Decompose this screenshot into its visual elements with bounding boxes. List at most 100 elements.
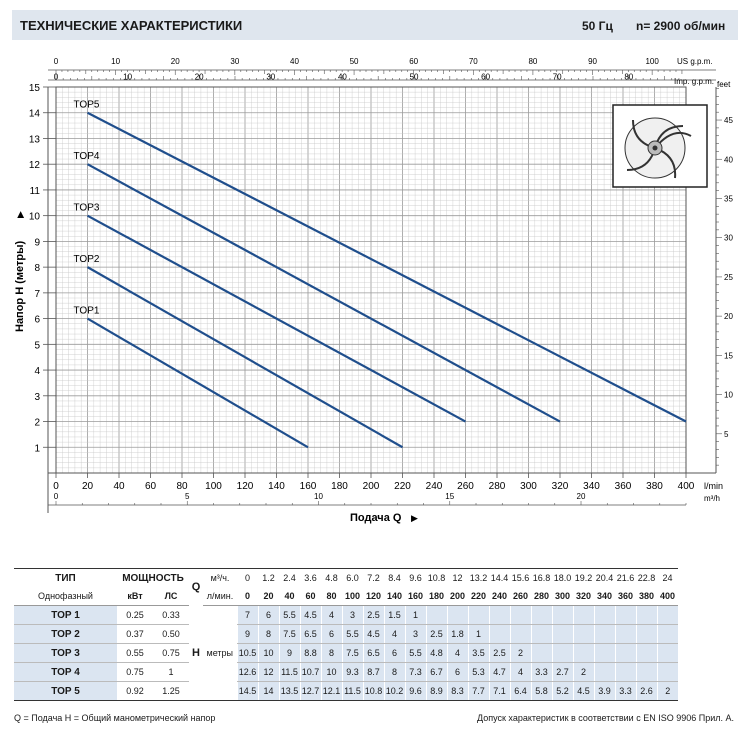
head-value: 11.5 [341, 681, 363, 701]
head-value [488, 605, 510, 625]
head-value: 3.3 [614, 681, 636, 701]
head-value [530, 624, 552, 644]
x-tick-label: 380 [646, 481, 663, 492]
head-value [446, 605, 468, 625]
x-tick-label: 60 [145, 481, 157, 492]
us-gpm-axis-label: US g.p.m. [677, 57, 713, 66]
q-symbol: Q [189, 568, 203, 606]
x-tick-label: 400 [678, 481, 695, 492]
q-m3h-value: 16.8 [531, 568, 552, 587]
head-value: 10.5 [236, 643, 258, 663]
type-header: ТИП [14, 568, 117, 587]
head-value: 7.5 [341, 643, 363, 663]
head-value: 4.5 [572, 681, 594, 701]
head-value: 2.5 [362, 605, 384, 625]
x-tick-label: 120 [237, 481, 254, 492]
feet-tick-label: 10 [724, 391, 733, 400]
q-lmin-value: 200 [447, 587, 468, 606]
feet-tick-label: 15 [724, 351, 733, 360]
x-tick-label: 360 [615, 481, 632, 492]
us-gpm-tick-label: 90 [588, 57, 597, 66]
q-m3h-value: 14.4 [489, 568, 510, 587]
head-value: 1 [467, 624, 489, 644]
us-gpm-tick-label: 40 [290, 57, 299, 66]
x-tick-label: 0 [53, 481, 59, 492]
head-value: 14.5 [236, 681, 258, 701]
us-gpm-tick-label: 0 [54, 57, 59, 66]
head-value [530, 605, 552, 625]
q-lmin-value: 400 [657, 587, 678, 606]
head-value: 2.6 [635, 681, 657, 701]
q-m3h-value: 24 [657, 568, 678, 587]
table-row: TOP 3 0.55 0.75 10.5 10 9 8.8 8 7.5 6.5 6 5.5 4.8 4 3.… [14, 643, 678, 663]
feet-tick-label: 20 [724, 312, 733, 321]
y-axis-label: Напор H (метры) [14, 241, 26, 332]
head-value: 4 [446, 643, 468, 663]
head-value: 2 [572, 662, 594, 682]
head-value [614, 662, 636, 682]
q-m3h-value: 10.8 [426, 568, 447, 587]
head-value [635, 624, 657, 644]
us-gpm-tick-label: 30 [230, 57, 239, 66]
x-tick-label: 160 [300, 481, 317, 492]
head-value: 12.7 [299, 681, 321, 701]
head-value: 9 [236, 624, 258, 644]
head-value: 7.3 [404, 662, 426, 682]
head-value: 8.8 [299, 643, 321, 663]
y-axis-arrow: ▶ [15, 211, 25, 218]
head-value: 6 [320, 624, 342, 644]
m3h-tick-label: 15 [445, 492, 454, 501]
footer-tolerance: Допуск характеристик в соответствии с EN… [477, 713, 734, 723]
head-value: 5.5 [341, 624, 363, 644]
feet-axis-label: feet [717, 80, 731, 89]
q-m3h-value: 9.6 [405, 568, 426, 587]
model-kw: 0.75 [117, 662, 153, 682]
q-m3h-label: м³/ч. [203, 568, 237, 587]
imp-gpm-tick-label: 40 [338, 73, 347, 82]
head-value: 13.5 [278, 681, 300, 701]
head-value: 10.7 [299, 662, 321, 682]
head-value [467, 605, 489, 625]
head-value [488, 624, 510, 644]
q-m3h-value: 3.6 [300, 568, 321, 587]
x-tick-label: 320 [552, 481, 569, 492]
q-lmin-value: 160 [405, 587, 426, 606]
y-tick-label: 12 [29, 160, 41, 171]
head-value [656, 624, 678, 644]
feet-tick-label: 5 [724, 430, 729, 439]
imp-gpm-axis-label: Imp. g.p.m. [674, 77, 714, 86]
head-value: 6.5 [299, 624, 321, 644]
head-value [551, 605, 573, 625]
head-value: 3 [341, 605, 363, 625]
head-value: 3.9 [593, 681, 615, 701]
head-value [425, 605, 447, 625]
y-tick-label: 7 [34, 289, 40, 300]
head-value: 10 [320, 662, 342, 682]
q-lmin-value: 100 [342, 587, 363, 606]
q-m3h-value: 6.0 [342, 568, 363, 587]
head-value: 4 [383, 624, 405, 644]
head-value: 8 [383, 662, 405, 682]
head-value: 1.5 [383, 605, 405, 625]
x-axis-label: Подача Q [350, 512, 402, 524]
x-tick-label: 180 [331, 481, 348, 492]
head-value: 2 [509, 643, 531, 663]
y-tick-label: 6 [34, 315, 40, 326]
model-hp: 1.25 [153, 681, 189, 701]
head-value: 4.8 [425, 643, 447, 663]
head-value: 7 [236, 605, 258, 625]
x-unit-label: l/min [704, 481, 723, 491]
head-value: 8.3 [446, 681, 468, 701]
table-row: TOP 5 0.92 1.25 14.5 14 13.5 12.7 12.1 11.5 10.8 1… [14, 681, 678, 701]
q-lmin-value: 380 [636, 587, 657, 606]
head-value: 3.3 [530, 662, 552, 682]
y-tick-label: 10 [29, 212, 41, 223]
us-gpm-tick-label: 10 [111, 57, 120, 66]
q-m3h-value: 13.2 [468, 568, 489, 587]
head-value: 1 [404, 605, 426, 625]
q-lmin-value: 360 [615, 587, 636, 606]
performance-chart: 12345678910111213141551015202530354045fe… [14, 57, 733, 524]
head-value: 10 [257, 643, 279, 663]
